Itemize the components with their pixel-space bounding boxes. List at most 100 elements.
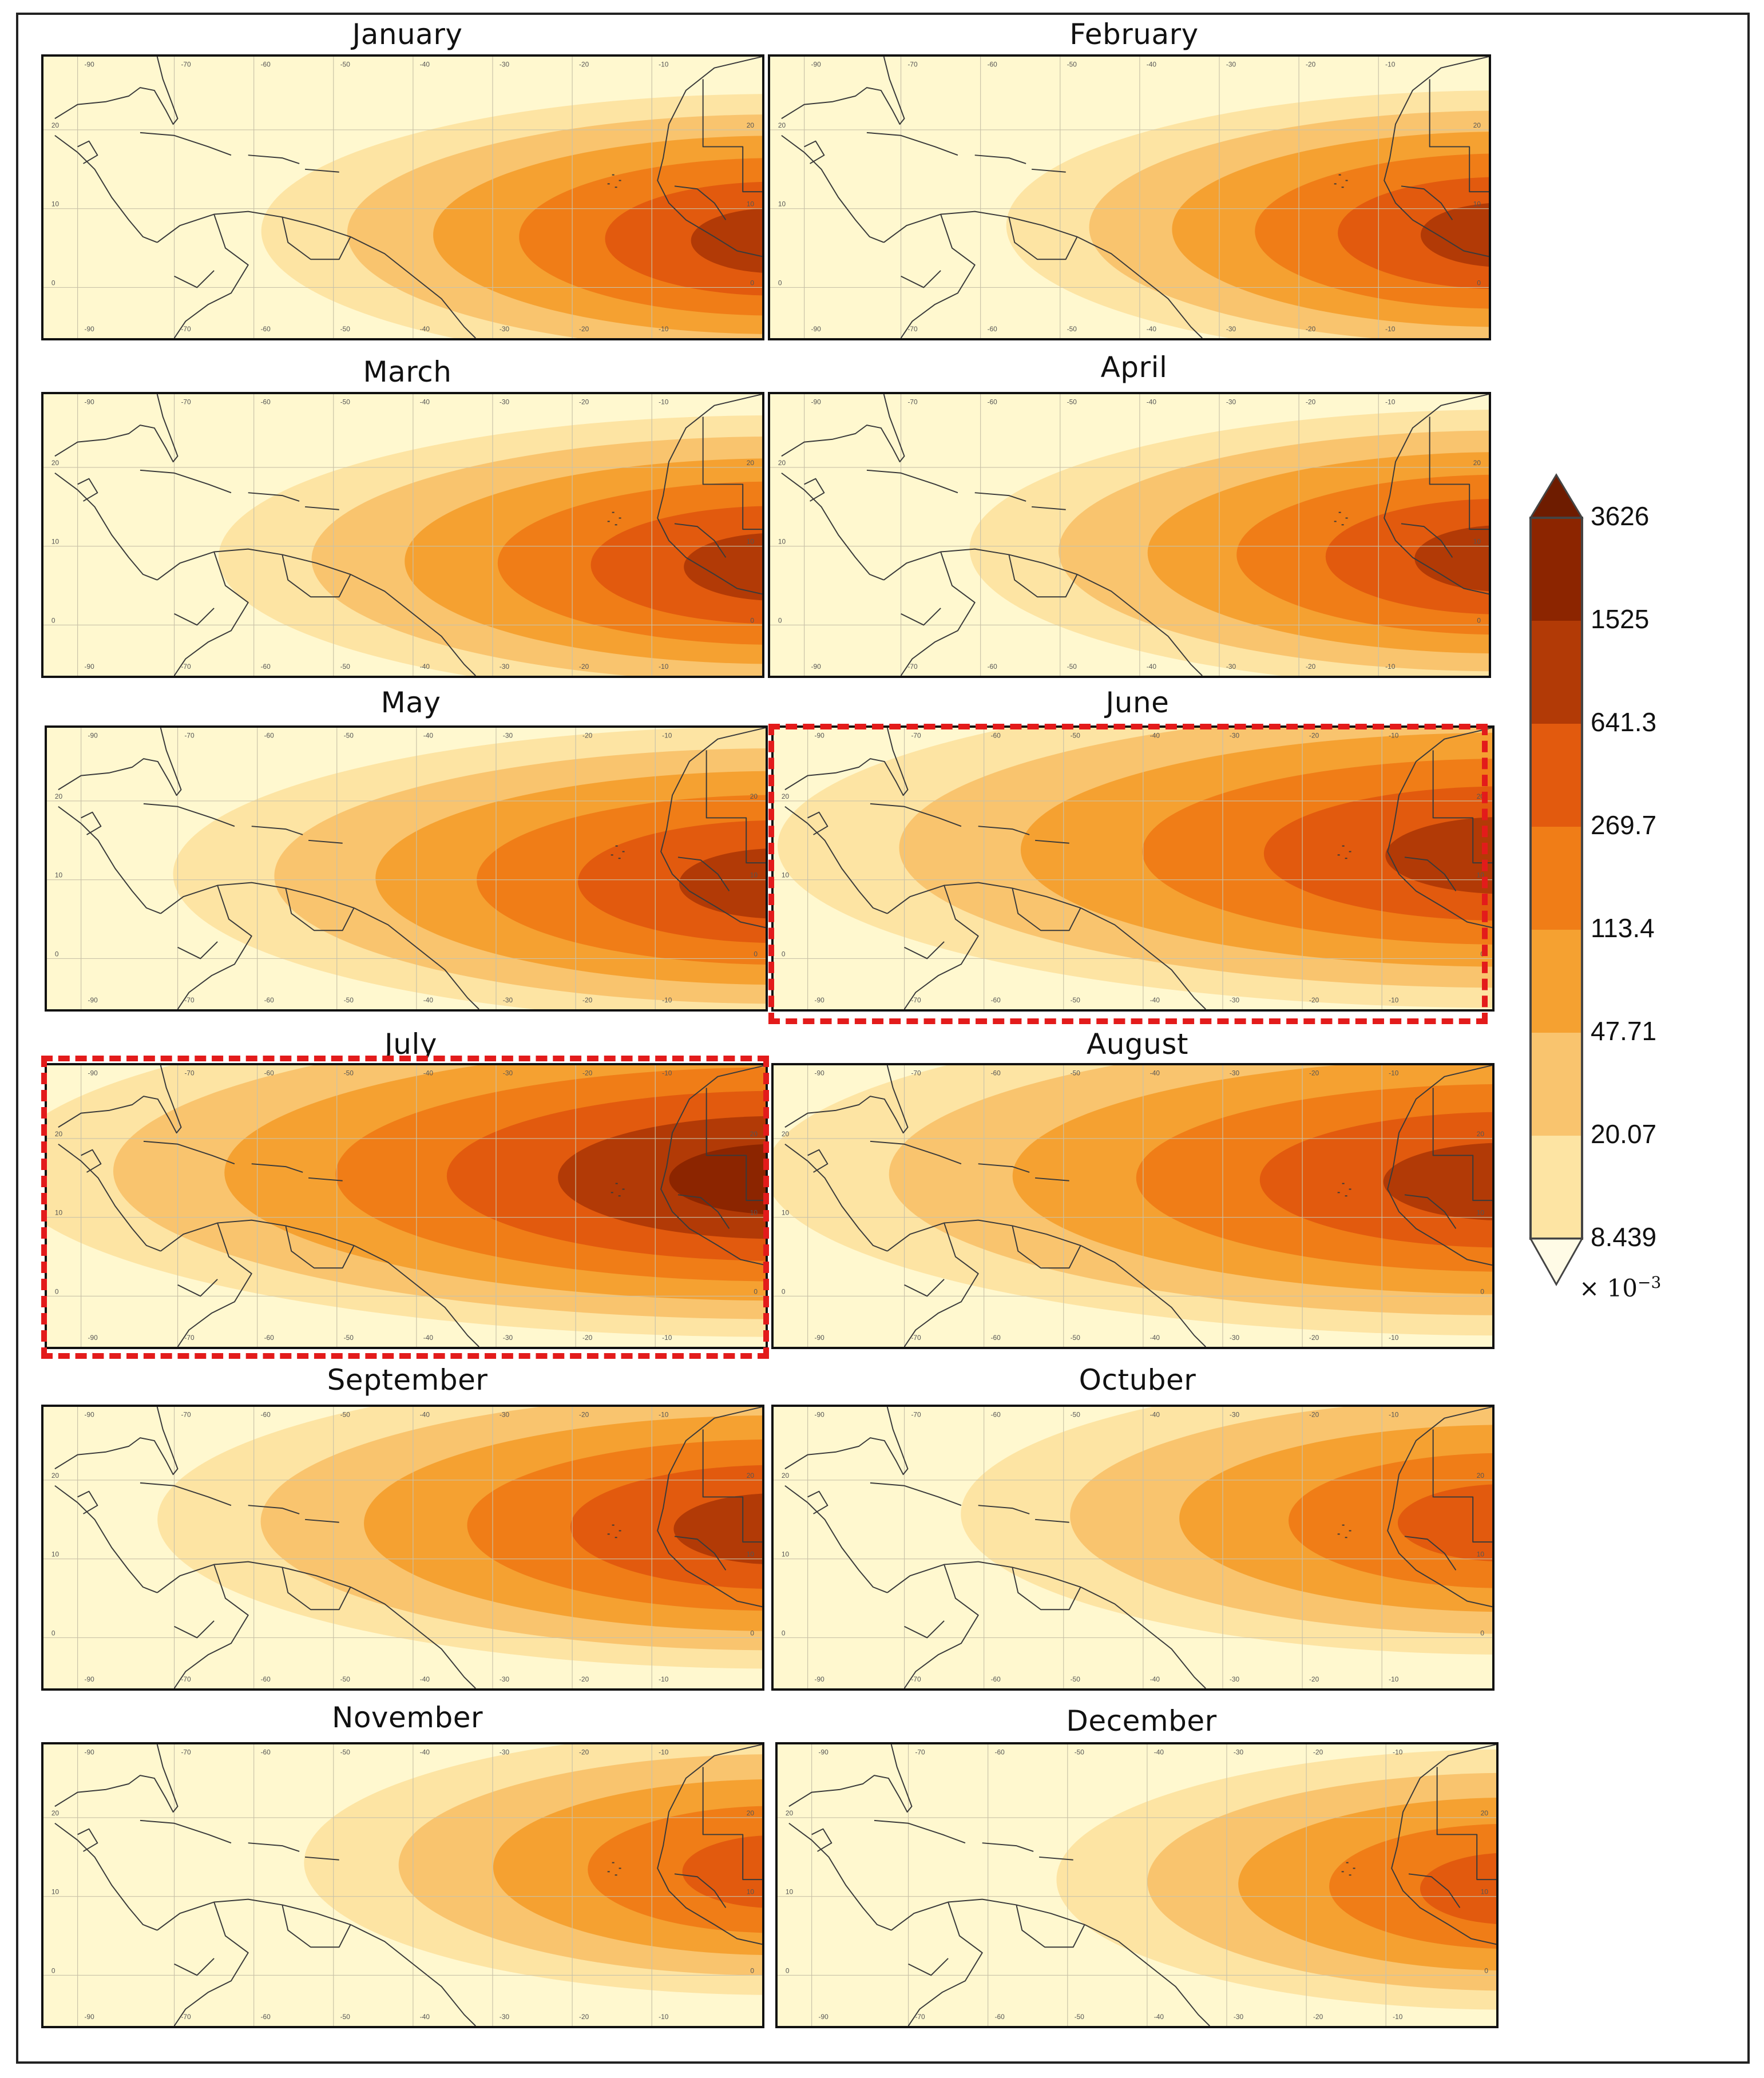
latitude-tick-label: 20 [51, 1472, 60, 1480]
coastline [77, 1828, 98, 1852]
coastline [174, 1958, 215, 1976]
coastline [54, 394, 179, 463]
colorbar-unit: × 10−3 [1579, 1273, 1661, 1302]
longitude-tick-label: -90 [811, 325, 822, 333]
concentration-map: -90 -90 -70 -70 -60 -60 -50 -50 -40 -40 -30 -30 -20 -… [778, 1744, 1496, 2026]
coastline [901, 270, 941, 288]
coastline [248, 154, 300, 164]
longitude-tick-label: -60 [261, 663, 271, 671]
coastline [1432, 1429, 1492, 1543]
longitude-tick-label: -20 [1309, 1675, 1319, 1683]
coastline [674, 1536, 727, 1571]
coastline [660, 728, 766, 929]
longitude-tick-label: -90 [85, 1748, 95, 1756]
colorbar-level-label: 1525 [1591, 604, 1650, 634]
latitude-tick-label: 10 [782, 871, 790, 879]
coastline [883, 211, 1203, 338]
longitude-tick-label: -90 [85, 61, 95, 69]
longitude-tick-label: -10 [1389, 1411, 1399, 1419]
latitude-tick-label: 20 [1477, 792, 1485, 800]
longitude-tick-label: -40 [1154, 1748, 1164, 1756]
concentration-band-6 [673, 1493, 762, 1564]
longitude-tick-label: -90 [815, 996, 825, 1004]
longitude-tick-label: -50 [1071, 1334, 1081, 1342]
longitude-tick-label: -30 [1226, 325, 1236, 333]
map-panel-december: -90 -90 -70 -70 -60 -60 -50 -50 -40 -40 -30 -30 -20 -… [775, 1742, 1499, 2028]
latitude-tick-label: 0 [51, 1629, 56, 1637]
longitude-tick-label: -60 [261, 2013, 271, 2021]
longitude-tick-label: -10 [1385, 663, 1396, 671]
longitude-tick-label: -30 [1234, 2013, 1244, 2021]
coastline [173, 1564, 249, 1688]
longitude-tick-label: -10 [659, 2013, 669, 2021]
concentration-map: -90 -90 -70 -70 -60 -60 -50 -50 -40 -40 -30 -30 -20 -… [43, 1744, 762, 2026]
latitude-tick-label: 10 [786, 1888, 794, 1896]
concentration-band-5 [1397, 1484, 1492, 1561]
coastline [788, 1822, 892, 1931]
longitude-tick-label: -50 [340, 1748, 351, 1756]
longitude-tick-label: -20 [1309, 732, 1319, 740]
colorbar-level-label: 8.439 [1591, 1222, 1657, 1252]
coastline [1387, 1065, 1492, 1266]
coastline [308, 1177, 343, 1181]
latitude-tick-label: 20 [782, 792, 790, 800]
latitude-tick-label: 10 [750, 871, 758, 879]
map-panel-may: -90 -90 -70 -70 -60 -60 -50 -50 -40 -40 -30 -30 -20 -… [45, 725, 768, 1012]
longitude-tick-label: -50 [344, 1069, 354, 1077]
coastline [305, 1518, 339, 1523]
latitude-tick-label: 10 [1477, 1209, 1485, 1217]
coastline [903, 885, 979, 1009]
longitude-tick-label: -90 [819, 1748, 829, 1756]
coastline [1384, 57, 1489, 257]
concentration-band-6 [1383, 1143, 1492, 1220]
coastline [866, 469, 958, 494]
coastline [58, 806, 161, 914]
longitude-tick-label: -20 [579, 398, 589, 406]
longitude-tick-label: -40 [423, 1334, 434, 1342]
coastline [177, 885, 252, 1009]
longitude-tick-label: -90 [85, 1675, 95, 1683]
longitude-tick-label: -60 [261, 1748, 271, 1756]
coastline [784, 728, 909, 796]
longitude-tick-label: -30 [1230, 1675, 1240, 1683]
longitude-tick-label: -40 [420, 663, 430, 671]
longitude-tick-label: -40 [420, 325, 430, 333]
coastline [174, 1620, 215, 1639]
longitude-tick-label: -40 [420, 398, 430, 406]
latitude-tick-label: 0 [750, 279, 754, 287]
concentration-band-5 [578, 820, 766, 943]
coastline [702, 1767, 762, 1881]
panel-title-march: March [363, 355, 452, 388]
longitude-tick-label: -70 [181, 1675, 191, 1683]
coastline [157, 1561, 476, 1688]
coastline [677, 1194, 730, 1229]
figure-frame [16, 13, 1750, 2064]
longitude-tick-label: -30 [500, 2013, 510, 2021]
latitude-tick-label: 10 [51, 538, 60, 546]
coastline [607, 174, 621, 188]
longitude-tick-label: -90 [85, 663, 95, 671]
coastline [607, 511, 621, 526]
coastline [907, 1902, 983, 2026]
latitude-tick-label: 20 [55, 792, 63, 800]
longitude-tick-label: -60 [988, 398, 998, 406]
longitude-tick-label: -50 [1067, 398, 1077, 406]
panel-title-april: April [1100, 351, 1168, 384]
latitude-tick-label: 0 [782, 1629, 786, 1637]
longitude-tick-label: -10 [1393, 2013, 1403, 2021]
longitude-tick-label: -90 [811, 61, 822, 69]
longitude-tick-label: -10 [662, 732, 672, 740]
longitude-tick-label: -90 [88, 1334, 98, 1342]
colorbar-segment-2 [1531, 724, 1582, 827]
colorbar-segment-4 [1531, 930, 1582, 1033]
latitude-tick-label: 0 [786, 1967, 790, 1975]
longitude-tick-label: -20 [582, 996, 593, 1004]
latitude-tick-label: 0 [1477, 617, 1481, 625]
latitude-tick-label: 0 [1480, 1629, 1484, 1637]
coastline [781, 472, 885, 581]
longitude-tick-label: -30 [500, 325, 510, 333]
coastline [784, 1143, 888, 1252]
longitude-tick-label: -40 [420, 1675, 430, 1683]
colorbar-level-label: 641.3 [1591, 707, 1657, 737]
coastline [1012, 888, 1081, 931]
